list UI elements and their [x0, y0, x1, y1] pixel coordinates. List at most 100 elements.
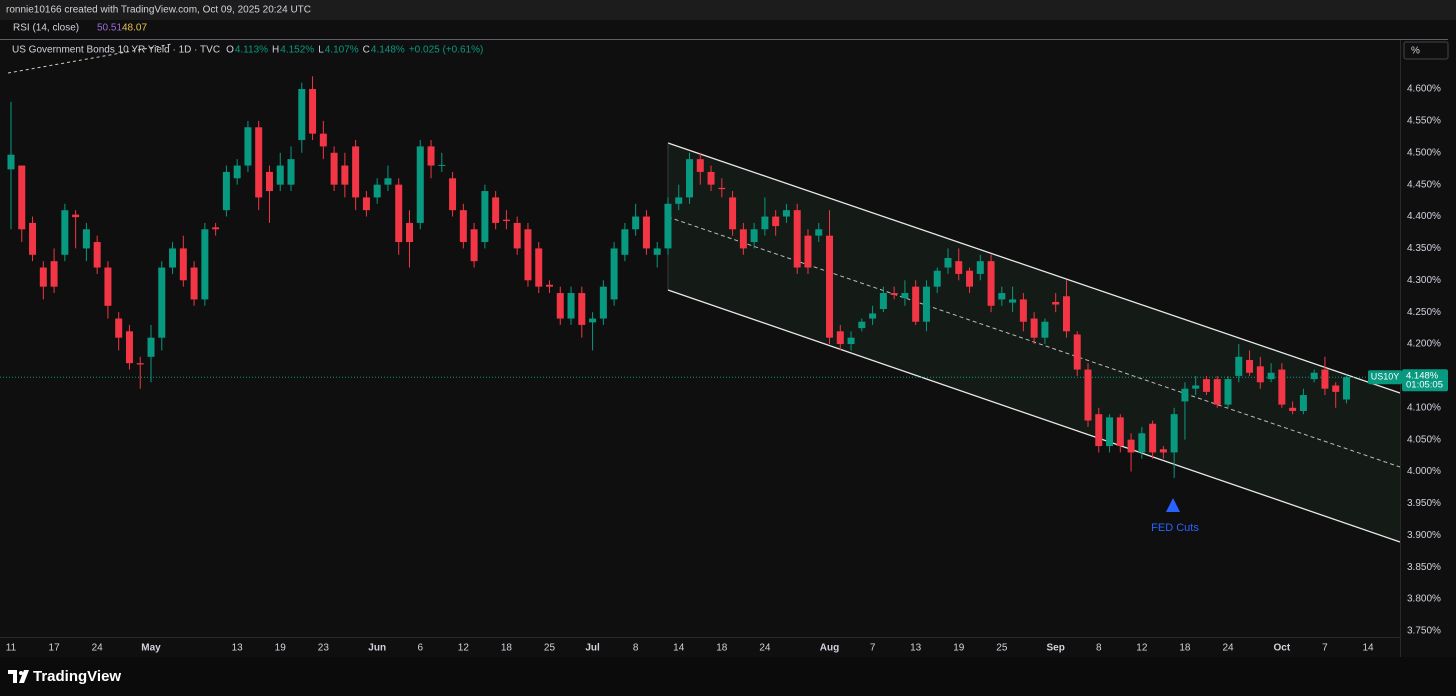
candle-body [287, 159, 295, 185]
legend-key: H [272, 45, 279, 56]
candle-body [739, 229, 747, 249]
candle-body [524, 229, 532, 281]
candle-body [319, 133, 327, 147]
candle-body [1235, 356, 1243, 376]
y-tick-label: 3.850% [1407, 562, 1441, 573]
x-tick-label: 17 [49, 643, 61, 654]
candle-body [104, 267, 112, 306]
candle-body [470, 229, 478, 262]
legend-change: +0.025 (+0.61%) [409, 45, 484, 56]
candle-body [158, 267, 166, 338]
x-tick-label: 8 [633, 643, 639, 654]
candle-body [1256, 366, 1264, 383]
candle-body [341, 165, 349, 185]
x-tick-label: 7 [870, 643, 876, 654]
candle-body [782, 210, 790, 217]
candle-body [18, 165, 26, 230]
candle-body [869, 313, 877, 319]
candle-body [395, 184, 403, 243]
candle-body [1332, 385, 1340, 392]
unit-box[interactable] [1403, 41, 1449, 60]
annotation: FED Cuts [1151, 522, 1199, 534]
candle-body [1149, 423, 1157, 453]
candle-body [82, 229, 90, 249]
candle-body [255, 127, 263, 198]
header-bar [0, 0, 1456, 20]
x-tick-label: 24 [759, 643, 771, 654]
candle-body [1116, 417, 1124, 447]
candle-body [72, 214, 80, 218]
chart-title: US Government Bonds 10 YR Yield · 1D · T… [12, 45, 220, 56]
candle-body [1009, 299, 1017, 303]
x-tick-label: 12 [458, 643, 470, 654]
candle-body [212, 227, 220, 230]
candle-body [772, 216, 780, 227]
y-tick-label: 4.450% [1407, 179, 1441, 190]
candle-body [1041, 321, 1049, 338]
footer [0, 657, 1456, 696]
candle-body [93, 242, 101, 268]
candle-body [330, 152, 338, 185]
candle-body [1138, 433, 1146, 453]
y-tick-label: 4.250% [1407, 307, 1441, 318]
candle-body [147, 337, 155, 357]
candle-body [190, 267, 198, 300]
x-tick-label: Jun [368, 643, 386, 654]
x-tick-label: 11 [6, 643, 17, 654]
x-tick-label: 14 [1362, 643, 1374, 654]
annotation-arrow [1166, 498, 1180, 512]
candle-body [29, 222, 37, 255]
candle-body [1213, 379, 1221, 405]
candle-body [201, 229, 209, 300]
candle-body [1267, 372, 1275, 380]
y-tick-label: 3.900% [1407, 530, 1441, 541]
trend-line [7, 43, 173, 74]
x-tick-label: Oct [1274, 643, 1291, 654]
candle-body [589, 318, 597, 323]
candle-body [1299, 395, 1307, 411]
candle-body [416, 146, 424, 223]
candle-body [481, 191, 489, 243]
x-tick-label: 24 [92, 643, 104, 654]
legend-key: C [363, 45, 370, 56]
candle-body [793, 210, 801, 268]
candle-body [599, 286, 607, 319]
candle-body [556, 293, 564, 319]
candle-body [1224, 379, 1232, 405]
x-tick-label: 24 [1222, 643, 1234, 654]
candle-body [890, 293, 898, 295]
y-tick-label: 4.200% [1407, 339, 1441, 350]
x-tick-label: 6 [417, 643, 423, 654]
candle-body [1159, 449, 1167, 453]
x-tick-label: 19 [275, 643, 287, 654]
candle-body [39, 267, 47, 287]
candle-body [879, 293, 887, 309]
x-tick-label: Aug [820, 643, 839, 654]
candle-body [309, 89, 317, 134]
y-tick-label: 4.050% [1407, 434, 1441, 445]
y-tick-label: 4.600% [1407, 84, 1441, 95]
candle-body [115, 318, 123, 338]
candle-body [1073, 334, 1081, 370]
x-tick-label: 7 [1322, 643, 1328, 654]
candle-body [179, 248, 187, 281]
candle-body [545, 284, 553, 287]
credit: ronnie10166 created with TradingView.com… [6, 5, 311, 16]
candle-body [1062, 296, 1070, 332]
candle-body [7, 154, 15, 170]
candle-body [427, 146, 435, 166]
candle-body [578, 293, 586, 325]
indicator-value: 48.07 [122, 23, 147, 34]
legend-value: 4.113% [235, 45, 268, 56]
y-tick-label: 4.500% [1407, 147, 1441, 158]
candle-body [1321, 369, 1329, 389]
brand-logo [8, 670, 29, 683]
indicator-value: 50.51 [97, 23, 122, 34]
candle-body [276, 165, 284, 185]
candle-body [61, 210, 69, 255]
candle-body [933, 270, 941, 287]
y-tick-label: 4.400% [1407, 211, 1441, 222]
candle-body [750, 229, 758, 243]
candle-body [729, 197, 737, 230]
